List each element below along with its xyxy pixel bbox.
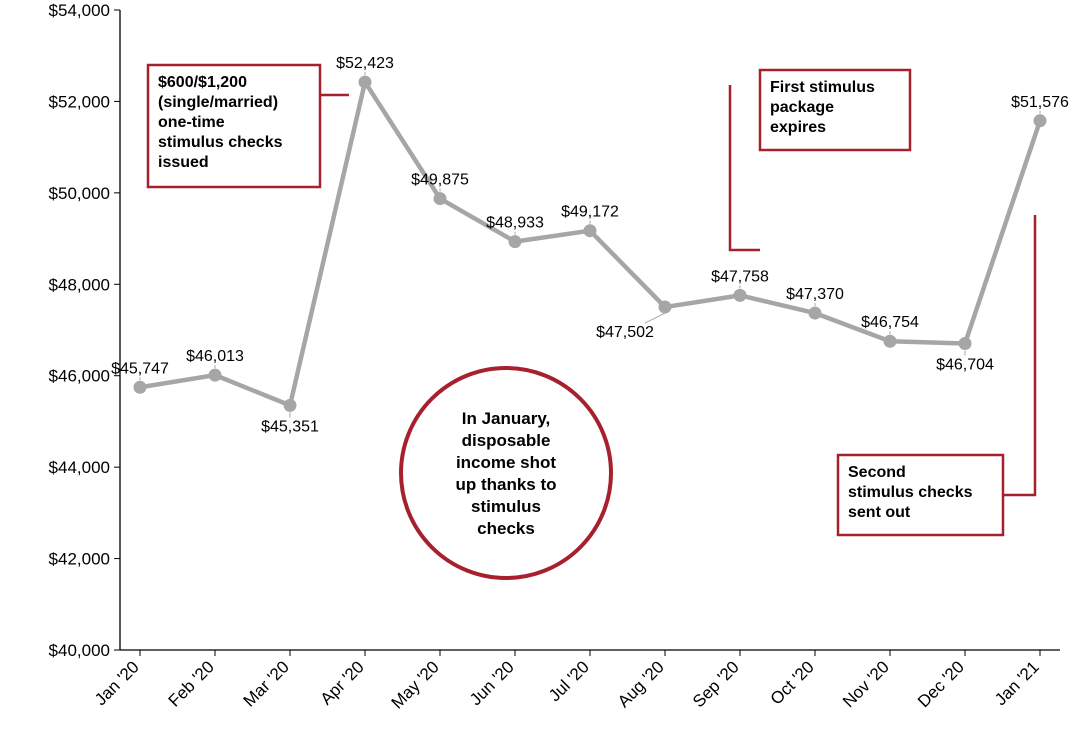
y-tick-label: $54,000 (49, 1, 110, 20)
data-label: $47,370 (786, 286, 844, 303)
callout-second-checks-sent-text: sent out (848, 504, 911, 521)
data-marker (884, 335, 896, 347)
callout-stimulus-checks-issued-text: issued (158, 154, 209, 171)
data-marker (959, 338, 971, 350)
data-marker (659, 301, 671, 313)
callout-circle-text: checks (477, 519, 535, 538)
data-marker (809, 307, 821, 319)
data-label: $47,502 (596, 324, 654, 341)
data-label: $46,013 (186, 348, 244, 365)
callout-stimulus-checks-issued-text: stimulus checks (158, 134, 283, 151)
data-label: $45,747 (111, 360, 169, 377)
callout-stimulus-checks-issued-text: one-time (158, 114, 225, 131)
callout-circle-text: stimulus (471, 497, 541, 516)
data-label: $46,704 (936, 357, 994, 374)
data-label: $52,423 (336, 55, 394, 72)
callout-stimulus-checks-issued-text: $600/$1,200 (158, 74, 247, 91)
data-marker (1034, 115, 1046, 127)
line-chart: $40,000 $42,000 $44,000 $46,000 $48,000 $50,0… (0, 0, 1081, 730)
y-tick-label: $40,000 (49, 641, 110, 660)
y-tick-label: $50,000 (49, 184, 110, 203)
data-marker (284, 399, 296, 411)
callout-first-package-expires-text: package (770, 99, 834, 116)
callout-first-package-expires-text: expires (770, 119, 826, 136)
data-label: $48,933 (486, 215, 544, 232)
callout-second-checks-sent-text: stimulus checks (848, 484, 973, 501)
y-tick-label: $48,000 (49, 275, 110, 294)
callout-circle (401, 368, 611, 578)
data-label: $51,576 (1011, 94, 1069, 111)
data-marker (134, 381, 146, 393)
data-label: $49,875 (411, 172, 469, 189)
data-marker (734, 289, 746, 301)
callout-second-checks-sent-text: Second (848, 464, 906, 481)
callout-circle-text: disposable (462, 431, 551, 450)
data-label: $49,172 (561, 204, 619, 221)
data-marker (509, 236, 521, 248)
y-tick-label: $42,000 (49, 550, 110, 569)
y-tick-label: $52,000 (49, 92, 110, 111)
data-marker (434, 193, 446, 205)
callout-circle-text: income shot (456, 453, 556, 472)
data-label: $45,351 (261, 418, 319, 435)
callout-circle-text: up thanks to (455, 475, 556, 494)
data-label: $47,758 (711, 268, 769, 285)
y-tick-label: $44,000 (49, 458, 110, 477)
data-label: $46,754 (861, 314, 919, 331)
callout-stimulus-checks-issued-text: (single/married) (158, 94, 278, 111)
callout-circle-text: In January, (462, 409, 551, 428)
data-marker (584, 225, 596, 237)
callout-first-package-expires-text: First stimulus (770, 79, 875, 96)
data-marker (359, 76, 371, 88)
data-marker (209, 369, 221, 381)
y-tick-label: $46,000 (49, 367, 110, 386)
